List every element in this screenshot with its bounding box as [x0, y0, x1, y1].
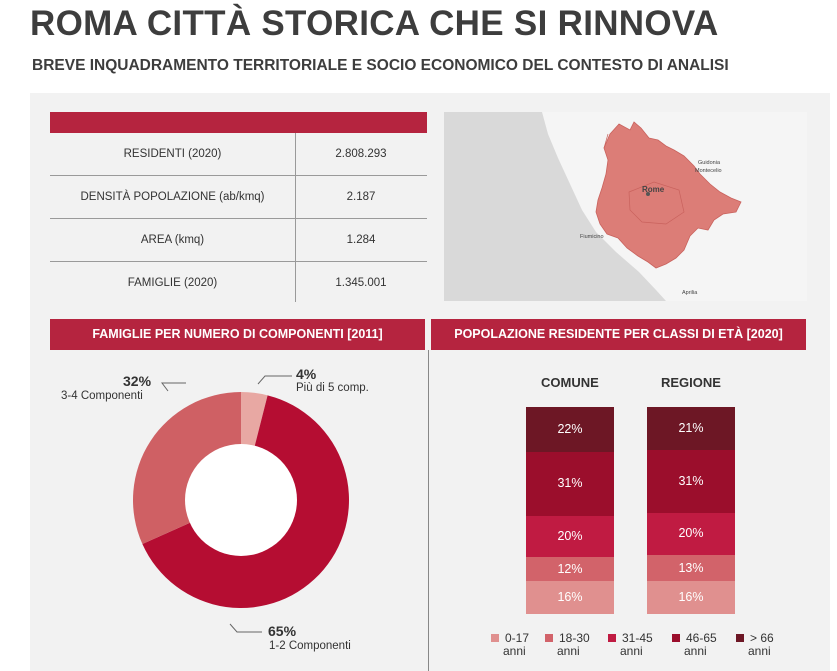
legend-swatch	[545, 634, 553, 642]
donut-value-label: 32%	[123, 373, 152, 389]
bar-segment: 31%	[647, 449, 735, 514]
donut-value-label: 65%	[268, 623, 297, 639]
section-divider	[428, 350, 429, 671]
bar-segment: 16%	[647, 581, 735, 614]
stats-label: DENSITÀ POPOLAZIONE (ab/kmq)	[80, 191, 265, 203]
page-subtitle: BREVE INQUADRAMENTO TERRITORIALE E SOCIO…	[32, 57, 729, 74]
map-label-fiumicino: Fiumicino	[580, 234, 604, 240]
map-label-montecelio: Montecelio	[695, 168, 722, 174]
legend-label-unit: anni	[503, 644, 526, 658]
bar-category-label: REGIONE	[661, 375, 721, 390]
stats-value: 2.187	[346, 191, 376, 203]
border-line	[603, 133, 609, 149]
bar-segment: 31%	[526, 451, 614, 516]
stats-divider	[295, 133, 296, 302]
rome-map: Rome Guidonia Montecelio Fiumicino April…	[444, 112, 807, 301]
rome-municipality	[595, 121, 742, 269]
map-label-aprilia: Aprilia	[682, 290, 698, 296]
families-section-header: FAMIGLIE PER NUMERO DI COMPONENTI [2011]	[50, 319, 425, 350]
legend-label: > 66	[750, 631, 774, 645]
stats-value: 2.808.293	[335, 148, 387, 160]
legend-swatch	[608, 634, 616, 642]
legend-label: 31-45	[622, 631, 653, 645]
map-label-guidonia: Guidonia	[698, 160, 721, 166]
donut-category-label: 3-4 Componenti	[61, 390, 143, 402]
bar-segment: 20%	[647, 513, 735, 555]
stats-value: 1.345.001	[335, 277, 387, 289]
donut-value-label: 4%	[296, 366, 317, 382]
stats-label: RESIDENTI (2020)	[123, 148, 222, 160]
stats-row: AREA (kmq) 1.284	[50, 219, 427, 262]
stats-table: RESIDENTI (2020) 2.808.293 DENSITÀ POPOL…	[50, 133, 427, 304]
bar-segment: 16%	[526, 581, 614, 614]
legend-swatch	[491, 634, 499, 642]
donut-category-label: 1-2 Componenti	[269, 640, 351, 652]
stats-row: FAMIGLIE (2020) 1.345.001	[50, 262, 427, 304]
legend-label-unit: anni	[557, 644, 580, 658]
legend-swatch	[672, 634, 680, 642]
page-title: ROMA CITTÀ STORICA CHE SI RINNOVA	[30, 4, 719, 43]
stats-value: 1.284	[346, 234, 376, 246]
stats-header-bar	[50, 112, 427, 133]
population-section-header: POPOLAZIONE RESIDENTE PER CLASSI DI ETÀ …	[431, 319, 806, 350]
legend-label-unit: anni	[684, 644, 707, 658]
legend-swatch	[736, 634, 744, 642]
legend-label: 0-17	[505, 631, 530, 645]
legend-label: 18-30	[559, 631, 590, 645]
stats-label: AREA (kmq)	[140, 234, 205, 246]
legend-label-unit: anni	[620, 644, 643, 658]
stats-label: FAMIGLIE (2020)	[127, 277, 218, 289]
rome-dot	[646, 192, 650, 196]
bar-segment: 13%	[647, 554, 735, 582]
stats-row: DENSITÀ POPOLAZIONE (ab/kmq) 2.187	[50, 176, 427, 219]
stats-row: RESIDENTI (2020) 2.808.293	[50, 133, 427, 176]
bar-category-label: COMUNE	[541, 375, 599, 390]
donut-category-label: Più di 5 comp.	[296, 382, 369, 394]
bar-segment: 22%	[526, 406, 614, 452]
legend-label: 46-65	[686, 631, 717, 645]
central-district	[628, 181, 685, 225]
bar-segment: 20%	[526, 515, 614, 557]
map-label-rome: Rome	[642, 185, 665, 194]
bar-segment: 12%	[526, 556, 614, 582]
legend-label-unit: anni	[748, 644, 771, 658]
bar-segment: 21%	[647, 406, 735, 450]
